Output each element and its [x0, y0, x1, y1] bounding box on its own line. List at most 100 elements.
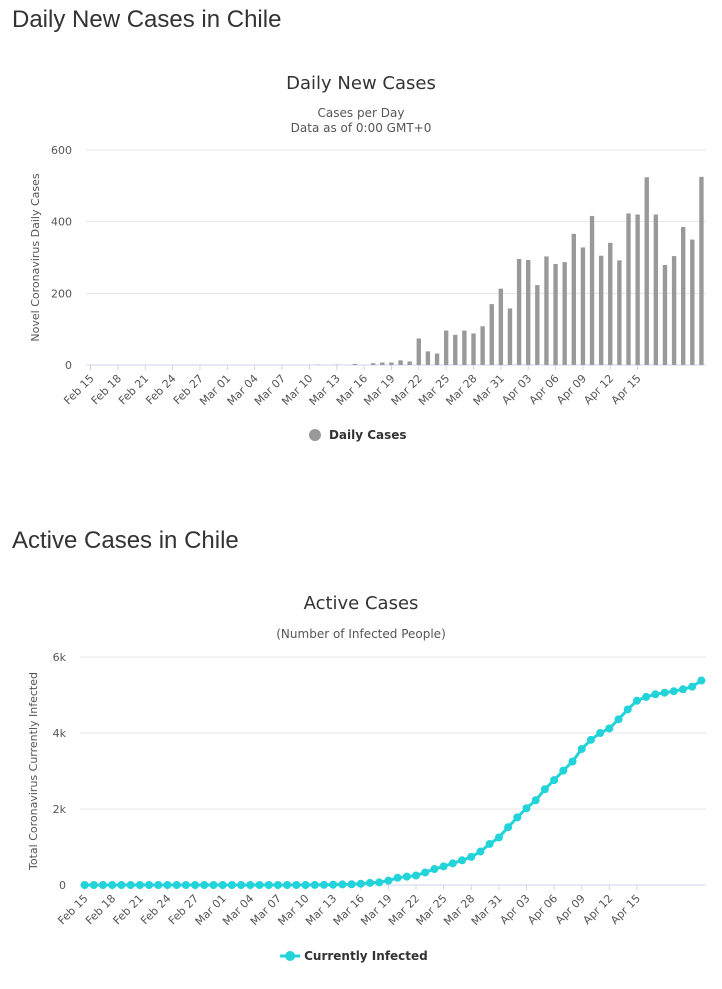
- data-point: [586, 735, 595, 744]
- bar: [681, 227, 686, 365]
- data-point: [329, 880, 338, 889]
- x-tick-label: Apr 15: [608, 892, 643, 927]
- data-point: [605, 724, 614, 733]
- bar: [498, 288, 504, 365]
- data-point: [384, 876, 393, 885]
- data-point: [319, 880, 328, 889]
- bar: [526, 260, 531, 365]
- y-tick-label: 600: [51, 144, 72, 157]
- data-point: [163, 881, 172, 889]
- data-point: [448, 859, 457, 868]
- x-tick-label: Apr 06: [525, 892, 560, 927]
- data-point: [412, 871, 421, 880]
- data-point: [172, 881, 181, 889]
- y-tick-label: 0: [59, 879, 66, 892]
- data-point: [393, 873, 402, 882]
- y-tick-label: 400: [51, 216, 72, 229]
- bar: [389, 362, 394, 365]
- section-title-active-cases: Active Cases in Chile: [12, 527, 239, 554]
- chart-title: Daily New Cases: [286, 73, 436, 94]
- data-point: [540, 785, 549, 794]
- bar: [462, 330, 467, 365]
- bar: [407, 361, 412, 365]
- bar: [690, 239, 695, 365]
- bar: [352, 363, 358, 365]
- data-point: [688, 682, 697, 691]
- bar: [626, 213, 631, 365]
- data-point: [660, 688, 669, 697]
- data-point: [209, 881, 218, 889]
- bar: [580, 247, 586, 365]
- data-point: [80, 881, 89, 889]
- data-point: [292, 881, 301, 889]
- bar: [544, 256, 549, 365]
- data-point: [310, 880, 319, 889]
- data-point: [421, 868, 430, 877]
- data-point: [218, 881, 227, 889]
- data-point: [375, 878, 384, 887]
- data-point: [651, 690, 660, 699]
- x-tick-label: Apr 15: [609, 372, 644, 407]
- x-tick-label: Apr 06: [527, 372, 562, 407]
- data-point: [485, 839, 494, 848]
- y-tick-label: 4k: [53, 727, 67, 740]
- data-point: [513, 813, 522, 822]
- data-point: [504, 823, 513, 832]
- chart-subtitle: (Number of Infected People): [276, 627, 446, 641]
- data-point: [577, 744, 586, 753]
- x-tick-label: Mar 31: [469, 892, 505, 928]
- x-tick-label: Apr 09: [553, 892, 588, 927]
- bar: [416, 338, 421, 365]
- bar: [380, 362, 385, 365]
- y-tick-label: 0: [65, 359, 72, 372]
- bar: [671, 256, 677, 365]
- data-point: [301, 881, 310, 889]
- data-point: [614, 715, 623, 724]
- data-point: [145, 881, 154, 889]
- y-tick-label: 200: [51, 287, 72, 300]
- data-point: [273, 881, 282, 889]
- bar: [434, 353, 440, 365]
- data-point: [623, 705, 632, 714]
- data-point: [522, 804, 531, 813]
- data-point: [467, 852, 476, 861]
- data-point: [283, 881, 292, 889]
- bar: [617, 260, 622, 365]
- bar: [535, 285, 540, 365]
- data-point: [596, 729, 605, 737]
- x-tick-label: Apr 12: [580, 892, 615, 927]
- data-point: [108, 881, 117, 889]
- data-point: [402, 872, 411, 881]
- bar: [398, 360, 403, 365]
- data-point: [264, 881, 273, 889]
- bar: [598, 255, 604, 365]
- x-tick-label: Feb 15: [55, 892, 90, 927]
- bar: [516, 258, 522, 365]
- legend-item[interactable]: Daily Cases: [308, 428, 407, 442]
- data-point: [200, 881, 209, 889]
- data-point: [476, 847, 485, 856]
- bar: [507, 308, 513, 365]
- legend-label: Currently Infected: [304, 949, 428, 963]
- y-tick-label: 6k: [53, 651, 67, 664]
- data-point: [494, 833, 503, 842]
- data-point: [237, 881, 246, 889]
- bar: [644, 177, 649, 365]
- bar: [471, 333, 476, 365]
- data-point: [191, 881, 200, 889]
- data-point: [255, 881, 264, 889]
- chart-subtitle: Cases per Day: [318, 106, 405, 120]
- x-tick-label: Apr 09: [554, 372, 589, 407]
- active-cases-chart: Active Cases (Number of Infected People) 0…: [27, 593, 706, 963]
- data-point: [135, 881, 144, 889]
- x-tick-label: Apr 12: [581, 372, 616, 407]
- bar: [453, 334, 458, 365]
- series-line: [84, 679, 703, 887]
- bar: [589, 215, 595, 365]
- data-point: [246, 881, 255, 889]
- data-point: [439, 862, 448, 871]
- legend-item[interactable]: Currently Infected: [280, 949, 428, 963]
- y-axis-label: Total Coronavirus Currently Infected: [27, 672, 40, 871]
- data-point: [365, 878, 374, 887]
- data-point: [356, 879, 365, 888]
